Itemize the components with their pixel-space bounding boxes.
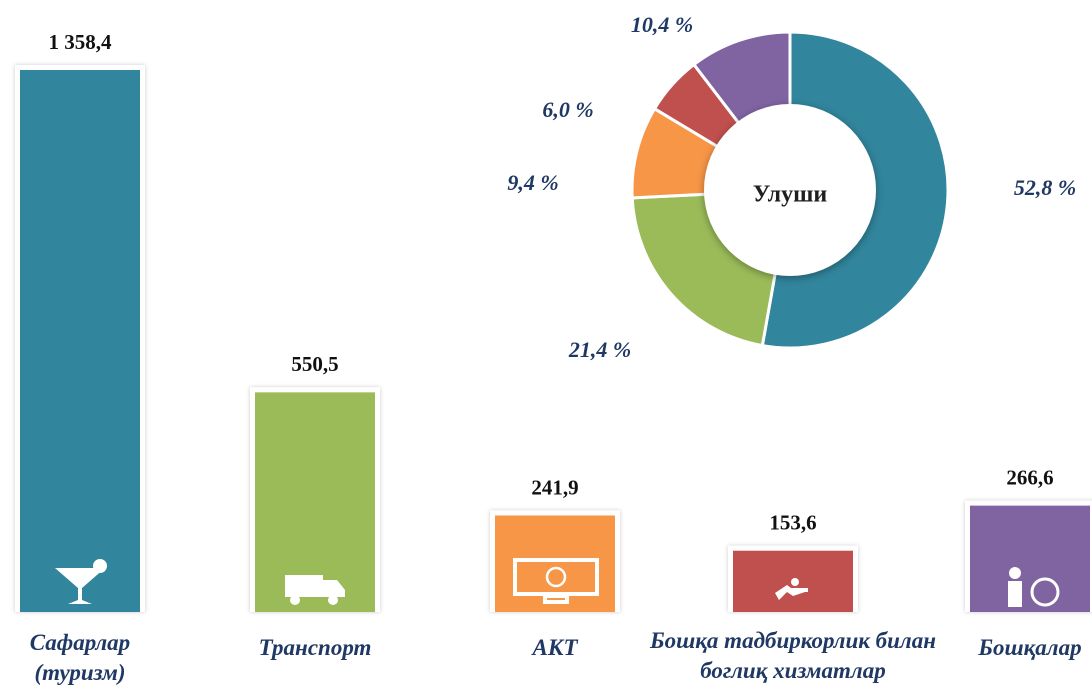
category-label: Бошқалар xyxy=(978,635,1082,660)
slice-label: 10,4 % xyxy=(631,12,693,37)
value-label: 550,5 xyxy=(291,352,338,376)
value-label: 266,6 xyxy=(1006,465,1053,489)
center-label: Улуши xyxy=(753,182,828,208)
slice-label: 9,4 % xyxy=(507,170,558,195)
slice-label: 52,8 % xyxy=(1014,175,1076,200)
slice-label: 21,4 % xyxy=(568,337,631,362)
donut-center xyxy=(704,104,876,276)
category-label: Бошқа тадбиркорлик билан боглиқ хизматла… xyxy=(650,628,936,683)
value-label: 153,6 xyxy=(769,511,816,535)
bar xyxy=(970,505,1090,612)
value-label: 1 358,4 xyxy=(49,30,113,54)
category-label: Сафарлар (туризм) xyxy=(29,630,131,685)
bar xyxy=(20,70,140,612)
category-label: АКТ xyxy=(532,635,578,660)
category-label: Транспорт xyxy=(258,635,372,660)
slice-label: 6,0 % xyxy=(542,97,593,122)
value-label: 241,9 xyxy=(531,475,578,499)
icons xyxy=(55,558,1060,607)
